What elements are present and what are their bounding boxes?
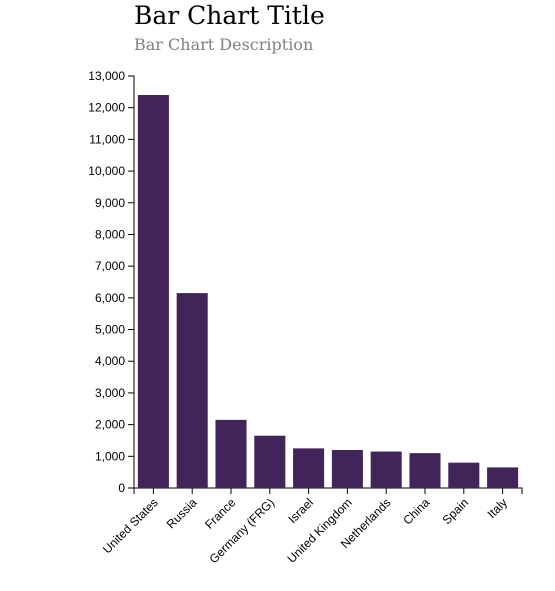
y-tick-label: 4,000 [95,354,125,368]
y-tick-label: 0 [118,481,125,495]
x-tick-label: Israel [285,495,316,526]
bar-spain [448,462,480,488]
y-tick-label: 2,000 [95,418,125,432]
x-tick-label: Italy [484,495,509,520]
y-tick-label: 7,000 [95,259,125,273]
y-tick-label: 12,000 [88,101,125,115]
y-tick-label: 3,000 [95,386,125,400]
y-axis: 0 1,000 2,000 3,000 4,000 5,000 6,000 7,000 8,00… [88,69,135,495]
y-tick-label: 5,000 [95,323,125,337]
x-tick-label: Russia [164,495,200,531]
y-tick-label: 8,000 [95,227,125,241]
y-tick-label: 13,000 [88,69,125,83]
bar-israel [293,448,325,488]
bar-netherlands [370,451,402,488]
y-tick-label: 6,000 [95,291,125,305]
y-tick-label: 10,000 [88,164,125,178]
bars [137,95,519,489]
bar-russia [176,293,208,488]
y-tick-label: 11,000 [89,132,125,146]
x-tick-label: Spain [440,495,472,527]
y-axis-line [128,75,135,489]
bar-france [215,419,247,488]
x-axis-line [133,487,523,494]
x-tick-label: France [202,495,239,532]
x-tick-label: China [400,495,432,527]
chart-subtitle: Bar Chart Description [134,35,314,54]
y-tick-label: 9,000 [95,196,125,210]
bar-china [409,453,441,488]
bar-united-states [137,95,169,489]
chart-title: Bar Chart Title [134,1,325,30]
bar-germany-frg [254,435,286,488]
x-tick-label: United States [100,495,161,556]
bar-united-kingdom [331,449,363,488]
bar-italy [487,467,519,488]
y-tick-label: 1,000 [95,449,125,463]
